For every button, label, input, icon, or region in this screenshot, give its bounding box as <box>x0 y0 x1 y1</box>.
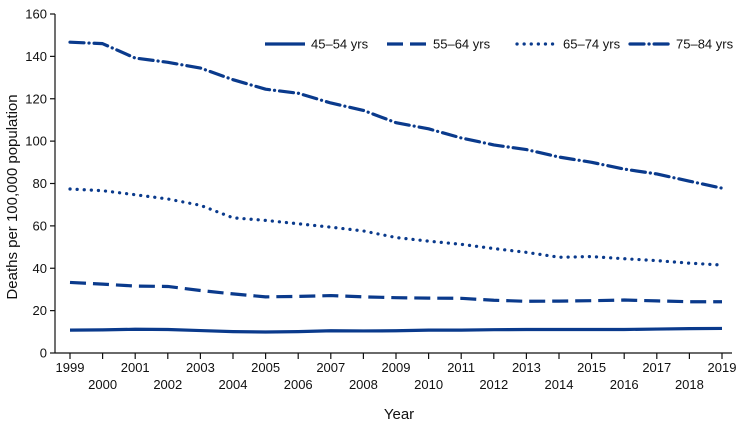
x-tick-label: 2004 <box>219 377 248 392</box>
series-line-0 <box>69 326 723 334</box>
y-tick-label: 40 <box>33 261 47 276</box>
x-tick-label: 2015 <box>577 360 606 375</box>
x-tick-label: 2012 <box>479 377 508 392</box>
x-tick-label: 2007 <box>316 360 345 375</box>
x-tick-label: 2003 <box>186 360 215 375</box>
x-tick-label: 2013 <box>512 360 541 375</box>
legend: 45–54 yrs 55–64 yrs 65–74 yrs 75–84 yrs <box>265 37 734 52</box>
y-tick-label: 60 <box>33 218 47 233</box>
x-tick-label: 2011 <box>447 360 475 375</box>
x-tick-label: 2002 <box>153 377 182 392</box>
y-tick-label: 80 <box>33 176 47 191</box>
legend-label-2: 65–74 yrs <box>563 37 621 52</box>
x-tick-label: 2008 <box>349 377 378 392</box>
x-tick-label: 2010 <box>414 377 443 392</box>
x-tick-label: 2006 <box>284 377 313 392</box>
legend-label-3: 75–84 yrs <box>676 37 734 52</box>
y-axis-title: Deaths per 100,000 population <box>4 94 21 299</box>
y-tick-label: 0 <box>40 346 47 361</box>
series-line-2 <box>68 187 724 267</box>
legend-label-0: 45–54 yrs <box>311 37 369 52</box>
y-tick-label: 100 <box>25 134 47 149</box>
legend-label-1: 55–64 yrs <box>433 37 491 52</box>
x-tick-label: 2016 <box>610 377 639 392</box>
x-tick-label: 2019 <box>708 360 737 375</box>
y-tick-label: 20 <box>33 303 47 318</box>
x-tick-label: 2005 <box>251 360 280 375</box>
series-lines <box>68 40 724 334</box>
x-tick-label: 1999 <box>56 360 85 375</box>
y-tick-label: 160 <box>25 7 47 22</box>
y-tick-label: 140 <box>25 49 47 64</box>
x-tick-label: 2001 <box>121 360 150 375</box>
x-tick-label: 2000 <box>88 377 117 392</box>
x-axis-title: Year <box>384 406 414 423</box>
x-tick-label: 2018 <box>675 377 704 392</box>
x-tick-label: 2014 <box>545 377 574 392</box>
x-tick-label: 2009 <box>382 360 411 375</box>
series-line-3 <box>68 40 724 190</box>
y-tick-label: 120 <box>25 91 47 106</box>
series-line-1 <box>69 280 722 304</box>
x-tick-label: 2017 <box>642 360 671 375</box>
